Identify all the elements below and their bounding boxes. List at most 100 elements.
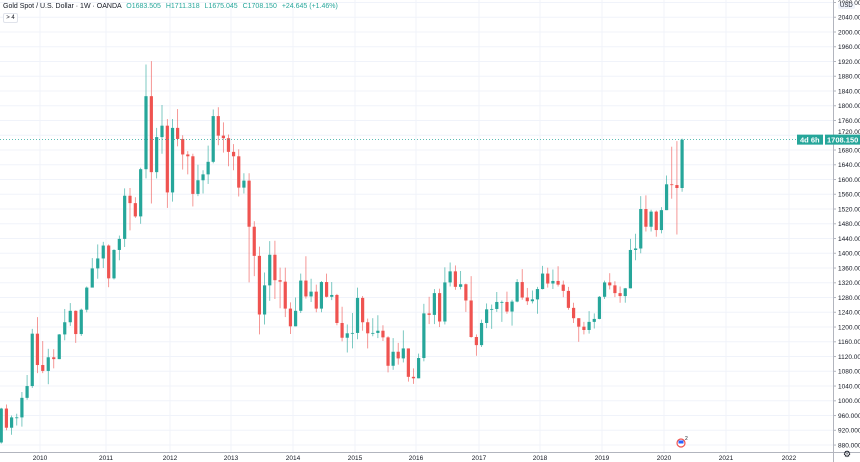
- candle: [623, 287, 627, 303]
- candle: [216, 107, 220, 146]
- candle-body: [366, 322, 370, 334]
- grid: [0, 0, 833, 452]
- price-tick-label: 1440.000: [838, 236, 860, 243]
- candle-body: [231, 151, 236, 157]
- candle: [15, 413, 19, 426]
- candle: [633, 233, 638, 261]
- candle: [474, 334, 478, 356]
- candle: [345, 324, 349, 353]
- candle-body: [391, 351, 395, 366]
- candle-body: [381, 330, 385, 338]
- price-tick-label: 1160.000: [838, 339, 860, 346]
- candle: [438, 288, 442, 328]
- symbol-name[interactable]: Gold Spot / U.S. Dollar: [3, 3, 74, 10]
- candle: [406, 348, 410, 382]
- candle-body: [628, 249, 633, 289]
- time-tick-label: 2017: [472, 455, 487, 462]
- price-tick-label: 1840.000: [838, 88, 860, 95]
- candle: [133, 197, 137, 218]
- candle-body: [176, 127, 180, 139]
- candle: [288, 302, 293, 335]
- candle: [221, 122, 225, 153]
- candle: [149, 61, 153, 204]
- candle-body: [633, 248, 638, 250]
- price-tick-label: 920.000: [838, 428, 860, 435]
- candles: [0, 61, 684, 444]
- flag-icon: [678, 440, 684, 444]
- candle-body: [675, 185, 679, 189]
- candle-body: [649, 211, 653, 227]
- candle-body: [0, 408, 3, 443]
- price-tick-label: 2040.000: [838, 15, 860, 22]
- candle-body: [309, 291, 313, 297]
- candle-body: [112, 249, 116, 279]
- candle: [443, 267, 447, 325]
- time-tick-label: 2021: [719, 455, 734, 462]
- candle-body: [664, 184, 669, 211]
- candle-body: [247, 180, 251, 227]
- ohlc-open: O1683.505: [126, 3, 161, 10]
- candle-body: [252, 226, 256, 256]
- gear-icon[interactable]: ⚙: [843, 449, 852, 459]
- candle-body: [422, 313, 426, 359]
- price-axis[interactable]: 2080.0002040.0002000.0001960.0001920.000…: [833, 0, 860, 449]
- time-axis[interactable]: 2010 2011 2012 2013 2014 2015 2016 2017 2018 2019…: [33, 455, 797, 462]
- candle-body: [262, 285, 267, 315]
- candle: [628, 238, 633, 289]
- candle-body: [20, 397, 24, 418]
- price-tick-label: 1080.000: [838, 369, 860, 376]
- candle: [577, 318, 581, 342]
- candle: [9, 415, 14, 435]
- candle: [283, 267, 287, 318]
- candle: [96, 244, 100, 279]
- candle: [561, 280, 565, 298]
- candle: [191, 153, 195, 207]
- candle-body: [582, 326, 586, 330]
- candle-body: [101, 245, 105, 259]
- candle: [324, 273, 329, 298]
- interval: 1W: [80, 3, 91, 10]
- candle-body: [117, 238, 121, 250]
- candle-body: [35, 333, 40, 366]
- candle: [535, 286, 540, 314]
- candle-body: [268, 254, 272, 286]
- candle: [453, 265, 457, 290]
- indicators-toggle-button[interactable]: > 4: [3, 13, 18, 23]
- event-marker[interactable]: 2: [676, 436, 688, 448]
- candle: [680, 138, 684, 192]
- candle: [490, 304, 494, 329]
- time-tick-label: 2013: [224, 455, 239, 462]
- candle: [90, 258, 94, 288]
- candle: [273, 240, 277, 300]
- candle: [278, 267, 282, 309]
- candle: [485, 303, 489, 329]
- candle: [165, 119, 169, 208]
- candle-body: [186, 154, 190, 157]
- candle-body: [74, 310, 78, 335]
- candle: [587, 311, 591, 334]
- candle-body: [133, 203, 137, 217]
- candle-body: [41, 365, 45, 371]
- candle: [361, 296, 365, 331]
- candle-body: [448, 271, 452, 283]
- candle-body: [139, 169, 143, 217]
- candle-body: [165, 125, 169, 193]
- candle: [335, 293, 339, 326]
- price-tick-label: 880.000: [838, 442, 860, 449]
- candle-body: [299, 280, 303, 311]
- candle: [176, 109, 180, 147]
- candle-body: [566, 290, 571, 308]
- candle: [293, 297, 298, 327]
- time-tick-label: 2014: [286, 455, 301, 462]
- candle-body: [427, 313, 431, 315]
- candle: [242, 173, 246, 194]
- candle-body: [330, 294, 334, 297]
- currency-label[interactable]: USD: [838, 3, 855, 9]
- time-tick-label: 2011: [99, 455, 113, 462]
- candle: [592, 313, 596, 329]
- price-tick-label: 1040.000: [838, 383, 860, 390]
- candle: [247, 173, 251, 283]
- price-tick-label: 1640.000: [838, 162, 860, 169]
- candle-body: [597, 296, 602, 319]
